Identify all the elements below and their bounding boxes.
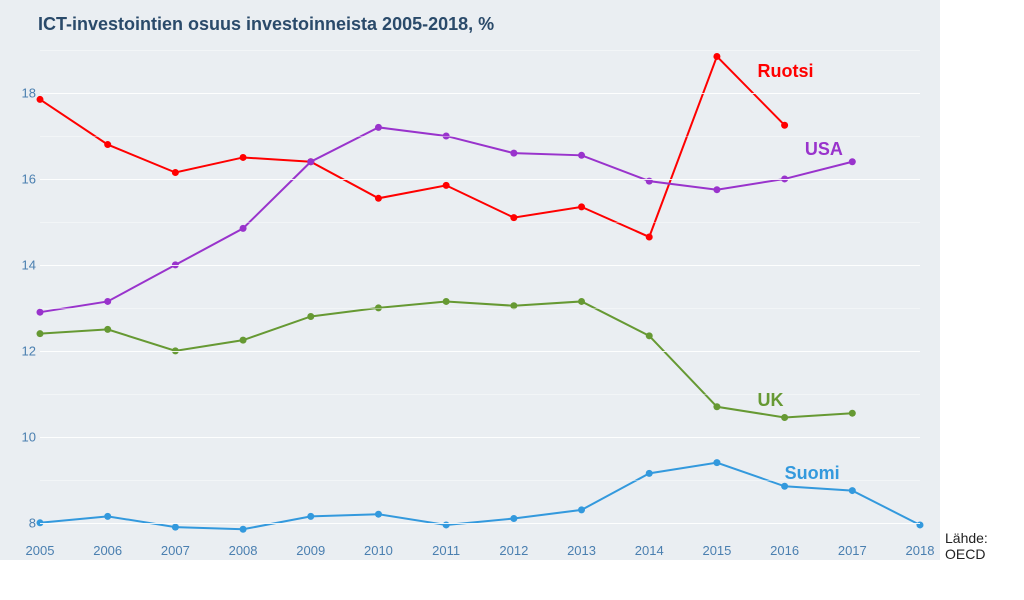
- x-axis-label: 2008: [229, 543, 258, 558]
- series-marker: [104, 141, 111, 148]
- series-marker: [849, 158, 856, 165]
- y-axis-label: 12: [6, 343, 36, 358]
- y-axis-label: 18: [6, 85, 36, 100]
- series-marker: [849, 410, 856, 417]
- x-axis-label: 2015: [702, 543, 731, 558]
- series-line-uk: [40, 301, 852, 417]
- series-line-usa: [40, 127, 852, 312]
- grid-line: [40, 523, 920, 524]
- series-marker: [849, 487, 856, 494]
- source-label: Lähde: OECD: [945, 530, 1024, 562]
- grid-line: [40, 308, 920, 309]
- series-marker: [510, 214, 517, 221]
- grid-line: [40, 351, 920, 352]
- series-marker: [646, 332, 653, 339]
- x-axis-label: 2005: [26, 543, 55, 558]
- grid-line: [40, 394, 920, 395]
- series-marker: [104, 326, 111, 333]
- series-marker: [240, 526, 247, 533]
- series-label-uk: UK: [758, 390, 784, 411]
- series-label-usa: USA: [805, 139, 843, 160]
- x-axis-label: 2013: [567, 543, 596, 558]
- x-axis-label: 2016: [770, 543, 799, 558]
- series-marker: [172, 524, 179, 531]
- series-marker: [713, 403, 720, 410]
- series-marker: [443, 298, 450, 305]
- series-marker: [307, 513, 314, 520]
- x-axis-label: 2014: [635, 543, 664, 558]
- x-axis-label: 2012: [499, 543, 528, 558]
- series-marker: [172, 169, 179, 176]
- series-marker: [375, 195, 382, 202]
- series-marker: [510, 515, 517, 522]
- series-marker: [578, 298, 585, 305]
- y-axis-label: 16: [6, 171, 36, 186]
- series-marker: [375, 124, 382, 131]
- series-marker: [240, 225, 247, 232]
- series-marker: [781, 414, 788, 421]
- series-marker: [578, 506, 585, 513]
- series-marker: [240, 337, 247, 344]
- series-marker: [37, 96, 44, 103]
- series-marker: [37, 330, 44, 337]
- grid-line: [40, 222, 920, 223]
- series-marker: [307, 158, 314, 165]
- x-axis-label: 2007: [161, 543, 190, 558]
- series-line-ruotsi: [40, 56, 785, 237]
- x-axis-label: 2010: [364, 543, 393, 558]
- grid-line: [40, 437, 920, 438]
- series-marker: [443, 182, 450, 189]
- series-marker: [713, 53, 720, 60]
- series-marker: [781, 122, 788, 129]
- series-marker: [240, 154, 247, 161]
- chart-container: ICT-investointien osuus investoinneista …: [0, 0, 940, 560]
- x-axis-label: 2011: [432, 543, 460, 558]
- series-marker: [578, 152, 585, 159]
- series-marker: [510, 150, 517, 157]
- series-marker: [646, 470, 653, 477]
- series-marker: [713, 186, 720, 193]
- series-marker: [307, 313, 314, 320]
- series-marker: [104, 513, 111, 520]
- x-axis-label: 2018: [906, 543, 935, 558]
- series-label-ruotsi: Ruotsi: [758, 61, 814, 82]
- series-marker: [104, 298, 111, 305]
- series-marker: [375, 511, 382, 518]
- grid-line: [40, 265, 920, 266]
- grid-line: [40, 179, 920, 180]
- series-marker: [578, 203, 585, 210]
- series-marker: [37, 309, 44, 316]
- grid-line: [40, 50, 920, 51]
- series-marker: [713, 459, 720, 466]
- grid-line: [40, 93, 920, 94]
- y-axis-label: 8: [6, 515, 36, 530]
- y-axis-label: 14: [6, 257, 36, 272]
- series-label-suomi: Suomi: [785, 463, 840, 484]
- chart-title: ICT-investointien osuus investoinneista …: [38, 14, 494, 35]
- x-axis-label: 2009: [296, 543, 325, 558]
- x-axis-label: 2006: [93, 543, 122, 558]
- grid-line: [40, 136, 920, 137]
- series-marker: [646, 233, 653, 240]
- x-axis-label: 2017: [838, 543, 867, 558]
- y-axis-label: 10: [6, 429, 36, 444]
